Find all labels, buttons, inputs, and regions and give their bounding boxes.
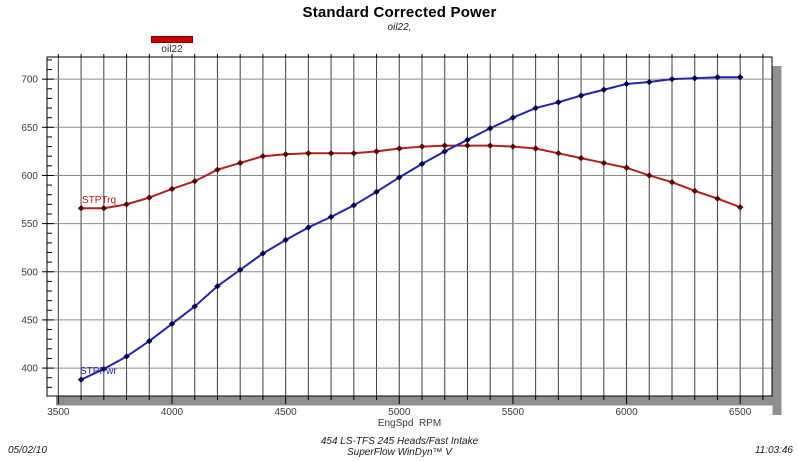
torque-data-point [441, 142, 448, 149]
power-data-point [191, 303, 198, 310]
power-data-point [600, 86, 608, 93]
y-tick-label: 400 [21, 364, 38, 375]
power-data-point [623, 80, 630, 88]
torque-data-point [668, 178, 676, 186]
x-tick-label: 4500 [275, 407, 298, 418]
torque-data-point [396, 145, 403, 152]
series-label-power: STPPwr [80, 366, 117, 377]
power-data-point [441, 148, 448, 155]
y-tick-label: 500 [21, 267, 38, 278]
page-title: Standard Corrected Power [302, 4, 497, 21]
footer-time: 11:03:46 [754, 445, 793, 456]
power-data-point [100, 365, 108, 373]
power-data-point [259, 250, 267, 257]
power-data-point [736, 74, 744, 81]
power-data-point [77, 376, 85, 383]
torque-data-point [509, 143, 517, 150]
torque-data-point [282, 151, 289, 158]
power-data-point [146, 337, 153, 345]
x-tick-label: 5000 [388, 407, 411, 418]
x-tick-label: 4000 [161, 407, 184, 418]
torque-data-point [123, 201, 130, 208]
torque-data-point [623, 164, 630, 171]
plot-area [47, 57, 772, 396]
torque-data-point [146, 194, 153, 201]
power-data-point [668, 75, 676, 83]
torque-data-point [646, 172, 653, 179]
torque-data-point [77, 205, 85, 212]
y-tick-label: 450 [21, 315, 38, 326]
torque-data-point [486, 142, 494, 149]
torque-data-point [305, 150, 312, 157]
plot-shadow-right [772, 66, 782, 415]
power-data-point [532, 104, 539, 112]
torque-data-point [577, 154, 585, 162]
power-data-point [305, 224, 312, 231]
power-data-point [373, 188, 380, 196]
power-data-point [646, 78, 653, 86]
x-tick-label: 5500 [502, 407, 525, 418]
power-data-point [464, 136, 471, 144]
torque-curve [81, 144, 741, 210]
power-data-point [214, 283, 221, 290]
power-data-point [168, 320, 176, 327]
power-data-point [714, 74, 721, 81]
y-tick-label: 600 [21, 171, 38, 182]
torque-data-point [100, 205, 108, 212]
power-data-point [327, 213, 335, 221]
plot-shadow-bottom [56, 396, 781, 406]
torque-data-point [418, 143, 426, 150]
power-data-point [555, 99, 562, 106]
power-data-point [123, 353, 130, 360]
torque-data-point [191, 178, 198, 185]
x-tick-label: 6000 [615, 407, 638, 418]
x-tick-label: 3500 [47, 407, 70, 418]
torque-data-point [373, 148, 380, 155]
x-tick-label: 6500 [729, 407, 752, 418]
power-data-point [509, 114, 517, 121]
power-data-point [577, 92, 585, 99]
legend-swatch [151, 36, 193, 43]
y-tick-label: 550 [21, 219, 38, 230]
power-data-point [396, 174, 403, 181]
torque-data-point [532, 145, 539, 152]
power-data-point [282, 236, 289, 244]
power-data-point [691, 74, 698, 82]
power-curve [80, 76, 741, 381]
torque-data-point [555, 150, 562, 157]
power-data-point [418, 160, 426, 168]
torque-data-point [714, 195, 721, 202]
torque-data-point [691, 187, 698, 195]
torque-data-point [259, 152, 267, 160]
footer-software-name: SuperFlow WinDyn™ V [347, 447, 452, 458]
power-data-point [350, 202, 358, 209]
power-data-point [486, 125, 494, 132]
torque-data-point [327, 150, 335, 157]
torque-data-point [736, 204, 744, 211]
torque-data-point [214, 166, 221, 173]
footer-date: 05/02/10 [8, 445, 47, 456]
y-tick-label: 700 [21, 75, 38, 86]
footer-test-name: 454 LS-TFS 245 Heads/Fast Intake [320, 436, 479, 447]
series-label-torque: STPTrq [82, 195, 117, 206]
plot-frame [46, 56, 773, 397]
torque-data-point [236, 159, 244, 167]
x-axis-label: EngSpd RPM [377, 418, 442, 429]
legend: oil22 [146, 36, 198, 55]
legend-label: oil22 [161, 44, 183, 55]
page-subtitle: oil22, [387, 22, 412, 33]
torque-data-point [350, 150, 358, 157]
power-data-point [236, 266, 244, 274]
torque-data-point [600, 159, 608, 167]
torque-data-point [464, 142, 471, 149]
torque-data-point [168, 185, 176, 193]
y-tick-label: 650 [21, 123, 38, 134]
